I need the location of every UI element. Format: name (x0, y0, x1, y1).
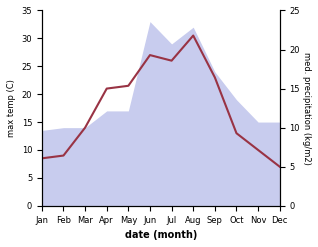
X-axis label: date (month): date (month) (125, 230, 197, 240)
Y-axis label: max temp (C): max temp (C) (7, 79, 16, 137)
Y-axis label: med. precipitation (kg/m2): med. precipitation (kg/m2) (302, 52, 311, 165)
